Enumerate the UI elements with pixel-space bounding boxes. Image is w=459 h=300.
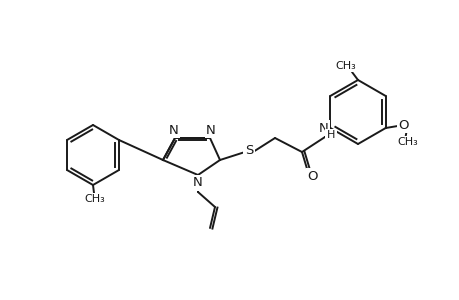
Text: S: S (244, 143, 252, 157)
Text: O: O (307, 169, 318, 182)
Text: N: N (169, 124, 179, 136)
Text: CH₃: CH₃ (397, 137, 417, 147)
Text: N: N (319, 122, 328, 134)
Text: CH₃: CH₃ (84, 194, 105, 204)
Text: CH₃: CH₃ (335, 61, 356, 71)
Text: N: N (193, 176, 202, 190)
Text: H: H (326, 130, 335, 140)
Text: N: N (206, 124, 215, 136)
Text: O: O (397, 118, 408, 131)
